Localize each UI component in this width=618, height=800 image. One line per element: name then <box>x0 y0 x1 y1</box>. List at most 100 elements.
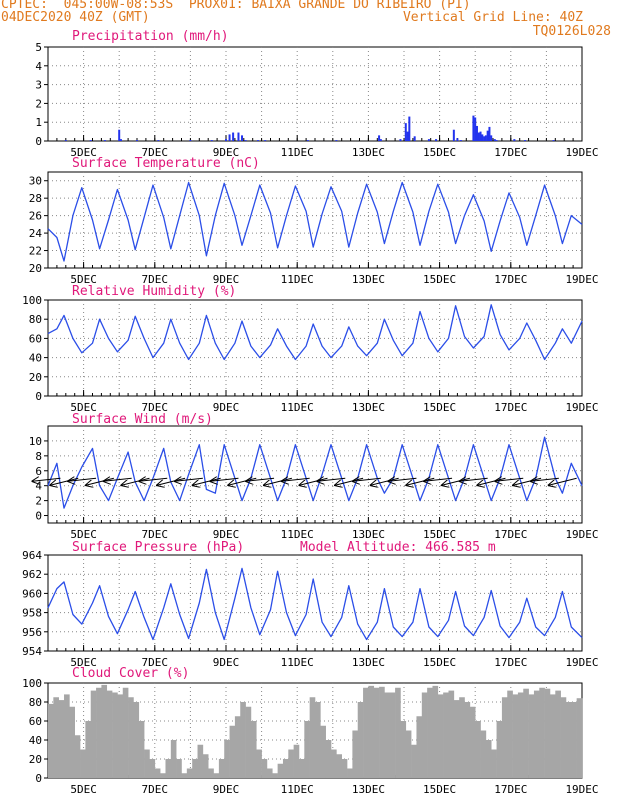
cloud-bar <box>202 754 209 778</box>
wind-arrow <box>495 478 524 481</box>
cloud-bar <box>181 773 188 778</box>
x-tick-label: 13DEC <box>352 656 385 669</box>
cloud-bar <box>576 698 583 778</box>
cloud-bar <box>384 692 391 778</box>
precip-bar <box>119 139 122 141</box>
y-tick-label: 954 <box>22 645 42 658</box>
precip-bar <box>210 140 213 141</box>
y-tick-label: 60 <box>29 715 42 728</box>
x-tick-label: 17DEC <box>494 656 527 669</box>
y-tick-label: 6 <box>35 465 42 478</box>
x-tick-label: 19DEC <box>565 401 598 414</box>
precip-bar <box>103 140 106 141</box>
x-tick-label: 5DEC <box>70 656 97 669</box>
wind-arrow <box>388 478 417 481</box>
x-tick-label: 17DEC <box>494 146 527 159</box>
panel-wind: 0 2 4 6 8 10 5DEC 7DEC 9DEC 11DEC 13DEC 15DEC 17DEC 1… <box>29 412 599 541</box>
cloud-bar <box>293 744 300 778</box>
x-tick-label: 7DEC <box>142 656 169 669</box>
cloud-bar <box>373 687 380 778</box>
cloud-bar <box>272 773 278 778</box>
panel-frame <box>47 46 583 142</box>
precip-bar <box>483 136 486 141</box>
wind-arrow <box>282 478 310 481</box>
cloud-bar <box>261 759 268 778</box>
x-tick-label: 9DEC <box>213 656 240 669</box>
precip-bar <box>524 140 527 141</box>
cloud-bar <box>475 721 481 778</box>
cloud-bar <box>218 759 225 778</box>
precip-bar <box>225 139 227 141</box>
cloud-bar <box>512 694 519 778</box>
cloud-bar <box>224 740 230 778</box>
y-tick-label: 26 <box>29 210 42 223</box>
cloud-bar <box>560 697 567 778</box>
y-tick-label: 4 <box>35 480 42 493</box>
panel-pressure: 954 956 958 960 962 964 5DEC 7DEC 9DEC 11DEC 13DEC… <box>22 540 598 669</box>
x-tick-label: 13DEC <box>352 146 385 159</box>
cloud-bar <box>411 744 417 778</box>
precip-bar <box>378 135 381 141</box>
y-tick-label: 80 <box>29 313 42 326</box>
x-tick-label: 9DEC <box>213 783 240 796</box>
panel-humidity: 0 20 40 60 80 100 5DEC 7DEC 9DEC 11DEC 13DEC 15DEC 1… <box>22 284 598 414</box>
wind-arrow <box>175 478 203 481</box>
cloud-bar <box>421 692 428 778</box>
precip-bar <box>237 132 240 141</box>
y-tick-label: 80 <box>29 696 42 709</box>
cloud-bar <box>533 690 540 778</box>
cloud-bar <box>517 692 524 778</box>
y-tick-label: 0 <box>35 390 42 403</box>
y-tick-label: 960 <box>22 587 42 600</box>
cloud-bar <box>480 730 487 778</box>
panel-cloud: 0 20 40 60 80 100 5DEC 7DEC 9DEC 11DEC 13DEC 15DEC 1… <box>22 666 598 796</box>
precip-bar <box>306 140 309 141</box>
cloud-bar <box>555 690 561 778</box>
cloud-bar <box>186 768 193 778</box>
precip-bar <box>118 129 121 141</box>
cloud-bar <box>368 685 375 778</box>
precip-bar <box>228 134 231 141</box>
y-tick-label: 962 <box>22 568 42 581</box>
wind-arrow <box>549 477 577 485</box>
x-tick-label: 13DEC <box>352 273 385 286</box>
header-line1-left: CPTEC: 045:00W-08:53S PROX01: BAIXA GRAN… <box>1 0 471 12</box>
cloud-bar <box>160 773 166 778</box>
cloud-bar <box>363 687 369 778</box>
cloud-bar <box>298 759 305 778</box>
x-tick-label: 19DEC <box>565 146 598 159</box>
cloud-bar <box>395 687 401 778</box>
cloud-bar <box>437 694 444 778</box>
y-tick-label: 2 <box>35 97 42 110</box>
precip-bar <box>481 134 484 141</box>
cloud-bar <box>85 721 92 778</box>
x-tick-label: 9DEC <box>213 401 240 414</box>
cloud-bar <box>352 730 359 778</box>
x-tick-label: 5DEC <box>70 401 97 414</box>
panel-frame <box>47 554 583 652</box>
panel-title: Surface Pressure (hPa) <box>72 540 244 555</box>
x-tick-label: 17DEC <box>494 401 527 414</box>
cloud-bar <box>336 754 342 778</box>
precip-bar <box>495 140 498 141</box>
cloud-bar <box>507 690 513 778</box>
cloud-bar <box>245 706 252 778</box>
cloud-bar <box>144 749 150 778</box>
cloud-bar <box>565 702 572 778</box>
wind-arrow <box>32 478 61 481</box>
wind-arrow <box>531 478 559 481</box>
x-tick-label: 9DEC <box>213 273 240 286</box>
wind-arrow <box>210 478 239 481</box>
cloud-bar <box>469 706 476 778</box>
wind-series-line <box>47 436 583 509</box>
wind-arrow <box>139 478 168 481</box>
x-tick-label: 17DEC <box>494 273 527 286</box>
x-tick-label: 11DEC <box>281 146 314 159</box>
cloud-bar <box>523 688 529 778</box>
x-tick-label: 11DEC <box>281 528 314 541</box>
cloud-bar <box>133 702 140 778</box>
x-tick-label: 5DEC <box>70 528 97 541</box>
panel-title: Surface Temperature (nC) <box>72 156 260 171</box>
cloud-bar <box>58 700 65 778</box>
